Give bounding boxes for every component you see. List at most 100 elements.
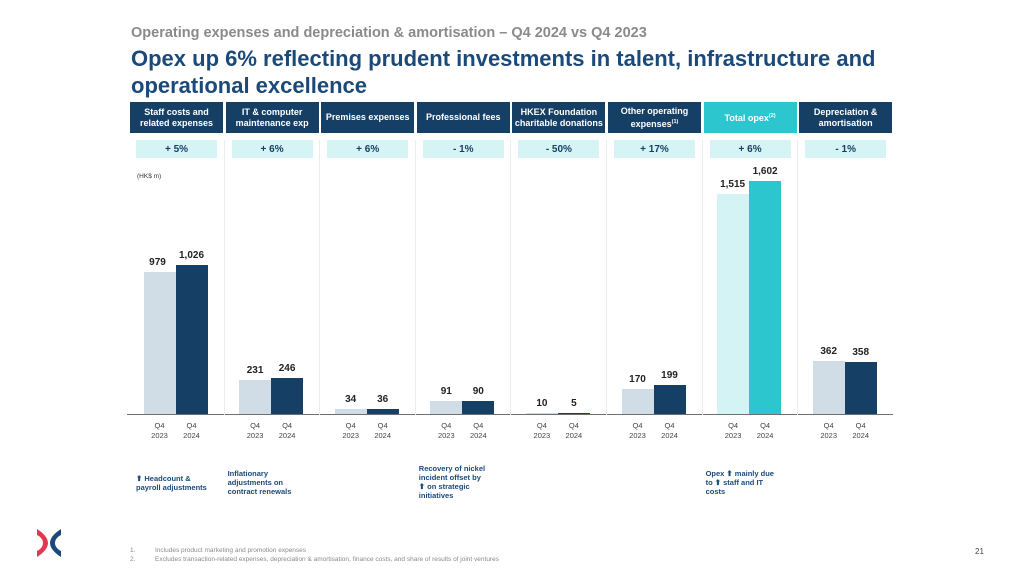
footnote-2: 2. Excludes transaction-related expenses,… xyxy=(130,556,499,563)
column-header-label: Depreciation & amortisation xyxy=(814,107,878,129)
data-label: 979 xyxy=(149,256,166,268)
x-tick-line: Q4 xyxy=(536,421,547,430)
column-header-label: Premises expenses xyxy=(326,112,410,123)
column-header-label: HKEX Foundation charitable donations xyxy=(515,107,603,129)
change-badge: + 6% xyxy=(327,140,409,158)
column-divider xyxy=(701,140,703,415)
commentary-note: ⬆ Headcount & payroll adjustments xyxy=(136,474,207,492)
x-tick-line: Q4 xyxy=(664,421,675,430)
logo-right-arc xyxy=(50,529,61,557)
slide-subtitle: Operating expenses and depreciation & am… xyxy=(131,25,647,41)
column-header-line: Total opex xyxy=(724,113,769,123)
x-tick-label: Q4 2023 xyxy=(239,421,271,441)
bar-q4-2023 xyxy=(143,271,176,414)
x-tick-label: Q4 2023 xyxy=(430,421,462,441)
x-tick-label: Q4 2024 xyxy=(271,421,303,441)
column-header: Staff costs and related expenses xyxy=(130,102,223,133)
data-label: 246 xyxy=(278,363,296,375)
x-tick-line: Q4 xyxy=(855,421,866,430)
bar-q4-2024 xyxy=(175,264,208,414)
x-tick-line: Q4 xyxy=(760,421,771,430)
x-tick-label: Q4 2024 xyxy=(654,421,686,441)
commentary-note: Recovery of nickel incident offset by ⬆ on… xyxy=(419,464,485,500)
x-tick-line: 2023 xyxy=(151,431,168,440)
column-header: Premises expenses xyxy=(321,102,415,133)
x-tick-line: Q4 xyxy=(154,421,165,430)
x-tick-line: Q4 xyxy=(186,421,197,430)
column-header-label: Other operating expenses(1) xyxy=(621,106,689,130)
change-badge: + 6% xyxy=(709,140,791,158)
column-header-line: IT & computer xyxy=(241,106,303,117)
footnote-1: 1. Includes product marketing and promoti… xyxy=(130,547,307,554)
change-badge: + 5% xyxy=(136,140,217,158)
data-label: 1,026 xyxy=(178,249,205,261)
hkex-logo-icon xyxy=(37,529,61,557)
x-tick-line: 2024 xyxy=(374,431,392,440)
column-header-line: maintenance exp xyxy=(235,117,309,128)
note-line: Recovery of nickel xyxy=(418,464,486,473)
x-tick-label: Q4 2023 xyxy=(526,421,558,441)
x-tick-label: Q4 2023 xyxy=(144,421,176,441)
x-tick-line: Q4 xyxy=(441,421,452,430)
column-header-line: Other operating xyxy=(620,105,689,116)
x-tick-label: Q4 2024 xyxy=(749,421,781,441)
x-tick-line: 2024 xyxy=(852,431,870,440)
x-tick-line: Q4 xyxy=(568,421,579,430)
unit-label: (HK$ m) xyxy=(137,173,162,180)
data-label: 90 xyxy=(472,385,484,397)
column-header: Depreciation & amortisation xyxy=(799,102,893,133)
change-badge: + 6% xyxy=(231,140,313,158)
data-label: 231 xyxy=(246,365,264,377)
x-tick-label: Q4 2024 xyxy=(176,421,208,441)
column-header: IT & computer maintenance exp xyxy=(225,102,319,133)
column-divider xyxy=(606,140,607,415)
data-label: 5 xyxy=(571,397,577,409)
change-badge: - 1% xyxy=(422,140,504,158)
bar-q4-2023 xyxy=(621,389,654,414)
bar-q4-2023 xyxy=(812,361,845,414)
x-tick-label: Q4 2023 xyxy=(717,421,749,441)
column-header-line: related expenses xyxy=(139,117,214,128)
x-tick-line: Q4 xyxy=(345,421,356,430)
data-label: 34 xyxy=(345,394,357,406)
column-header-label: Professional fees xyxy=(426,112,501,123)
note-line: Inflationary xyxy=(227,469,269,478)
column-header: Other operating expenses(1) xyxy=(608,102,701,133)
data-label: 36 xyxy=(377,393,389,405)
x-tick-line: 2023 xyxy=(820,431,838,440)
x-tick-line: 2024 xyxy=(661,431,678,440)
x-tick-line: 2023 xyxy=(533,431,551,440)
bar-q4-2023 xyxy=(239,380,272,414)
x-tick-label: Q4 2024 xyxy=(558,421,590,441)
commentary-note: Inflationary adjustments on contract renew… xyxy=(228,469,292,496)
bar-q4-2023 xyxy=(525,412,558,414)
x-tick-label: Q4 2024 xyxy=(462,421,494,441)
x-tick-line: Q4 xyxy=(632,421,643,430)
x-tick-label: Q4 2023 xyxy=(622,421,654,441)
data-label: 358 xyxy=(852,346,870,358)
x-tick-line: 2023 xyxy=(437,431,455,440)
x-tick-label: Q4 2024 xyxy=(367,421,399,441)
x-tick-line: 2024 xyxy=(278,431,296,440)
note-line: incident offset by xyxy=(418,473,481,482)
column-header-line: amortisation xyxy=(818,117,873,128)
x-tick-label: Q4 2023 xyxy=(813,421,845,441)
note-line: costs xyxy=(705,487,726,496)
x-tick-line: Q4 xyxy=(823,421,834,430)
column-divider xyxy=(223,140,225,415)
column-header-line: charitable donations xyxy=(514,117,603,128)
column-header-line: Professional fees xyxy=(426,112,501,122)
column-header-line: Staff costs and xyxy=(144,106,209,117)
bar-q4-2023 xyxy=(334,409,367,414)
column-header: Total opex(2) xyxy=(703,102,797,133)
x-tick-line: 2023 xyxy=(246,431,264,440)
x-tick-line: 2024 xyxy=(469,431,487,440)
column-header-line: HKEX Foundation xyxy=(520,106,598,117)
column-header-label: IT & computer maintenance exp xyxy=(236,107,309,129)
x-tick-line: 2024 xyxy=(756,431,774,440)
x-axis-baseline xyxy=(127,414,893,415)
column-header-line: expenses xyxy=(630,118,672,129)
note-line: to ⬆ staff and IT xyxy=(705,478,764,487)
bar-q4-2024 xyxy=(366,408,399,414)
bar-q4-2024 xyxy=(653,385,686,414)
